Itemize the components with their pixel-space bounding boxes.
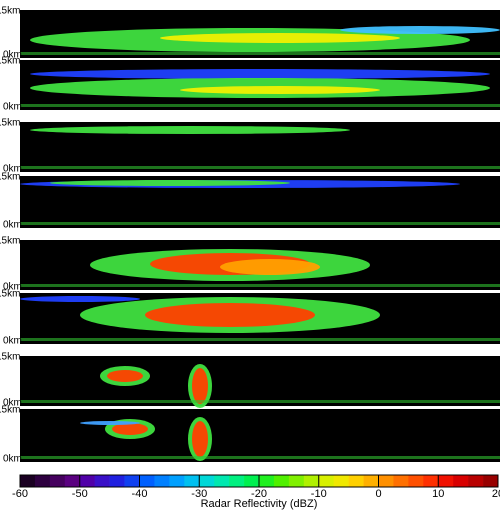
color-segment — [64, 475, 81, 487]
top-height-label: 15km — [0, 118, 20, 129]
x-tick-label: 20 — [492, 488, 500, 500]
bottom-height-label: 0km — [3, 50, 22, 61]
x-tick-label: -60 — [12, 488, 28, 500]
echo — [107, 370, 143, 382]
echo — [20, 296, 140, 302]
color-segment — [229, 475, 245, 487]
top-height-label: 15km — [0, 6, 20, 17]
surface-echo — [20, 284, 500, 287]
surface-echo — [20, 338, 500, 341]
echo — [340, 26, 500, 34]
color-segment — [273, 475, 290, 487]
color-segment — [453, 475, 469, 487]
bottom-height-label: 0km — [3, 164, 22, 175]
color-segment — [363, 475, 379, 487]
color-segment — [169, 475, 185, 487]
echo — [145, 303, 315, 327]
color-segment — [333, 475, 349, 487]
color-segment — [20, 475, 36, 487]
color-segment — [94, 475, 110, 487]
color-segment — [154, 475, 170, 487]
echo — [50, 180, 290, 186]
color-segment — [244, 475, 260, 487]
color-segment — [378, 475, 394, 487]
top-height-label: 15km — [0, 56, 20, 67]
echo — [180, 86, 380, 94]
echo — [112, 423, 148, 435]
color-segment — [483, 475, 499, 487]
color-segment — [318, 475, 334, 487]
surface-echo — [20, 52, 500, 55]
surface-echo — [20, 166, 500, 169]
radar-panel — [20, 409, 500, 462]
color-segment — [49, 475, 66, 487]
bottom-height-label: 0km — [3, 336, 22, 347]
color-segment — [423, 475, 439, 487]
echo — [30, 69, 490, 79]
color-segment — [303, 475, 320, 487]
panels: 15km0km15km0km15km0km15km0km15km0km15km0… — [0, 6, 500, 465]
color-segment — [34, 475, 51, 487]
color-segment — [109, 475, 125, 487]
top-height-label: 15km — [0, 236, 20, 247]
x-tick-label: 10 — [432, 488, 444, 500]
top-height-label: 15km — [0, 352, 20, 363]
color-segment — [288, 475, 305, 487]
x-tick-label: -20 — [251, 488, 267, 500]
surface-echo — [20, 456, 500, 459]
color-segment — [79, 475, 95, 487]
radar-panel — [20, 356, 500, 406]
top-height-label: 15km — [0, 172, 20, 183]
bottom-height-label: 0km — [3, 102, 22, 113]
colorbar-label: Radar Reflectivity (dBZ) — [201, 498, 318, 510]
surface-echo — [20, 104, 500, 107]
color-segment — [124, 475, 140, 487]
surface-echo — [20, 222, 500, 225]
color-segment — [259, 475, 275, 487]
echo — [220, 259, 320, 275]
x-tick-label: -10 — [311, 488, 327, 500]
echo — [80, 421, 140, 425]
color-segment — [139, 475, 155, 487]
color-segment — [393, 475, 409, 487]
bottom-height-label: 0km — [3, 282, 22, 293]
top-height-label: 15km — [0, 405, 20, 416]
color-segment — [184, 475, 200, 487]
x-tick-label: 0 — [375, 488, 381, 500]
bottom-height-label: 0km — [3, 398, 22, 409]
x-tick-label: -40 — [132, 488, 148, 500]
color-segment — [438, 475, 454, 487]
echo — [30, 126, 350, 134]
bottom-height-label: 0km — [3, 220, 22, 231]
echo — [192, 368, 208, 404]
echo — [160, 33, 400, 43]
surface-echo — [20, 400, 500, 403]
echo — [192, 421, 208, 457]
color-segment — [468, 475, 484, 487]
color-segment — [408, 475, 424, 487]
color-segment — [199, 475, 215, 487]
color-segment — [214, 475, 230, 487]
top-height-label: 15km — [0, 289, 20, 300]
color-segment — [348, 475, 364, 487]
x-tick-label: -50 — [72, 488, 88, 500]
x-tick-label: -30 — [191, 488, 207, 500]
bottom-height-label: 0km — [3, 454, 22, 465]
